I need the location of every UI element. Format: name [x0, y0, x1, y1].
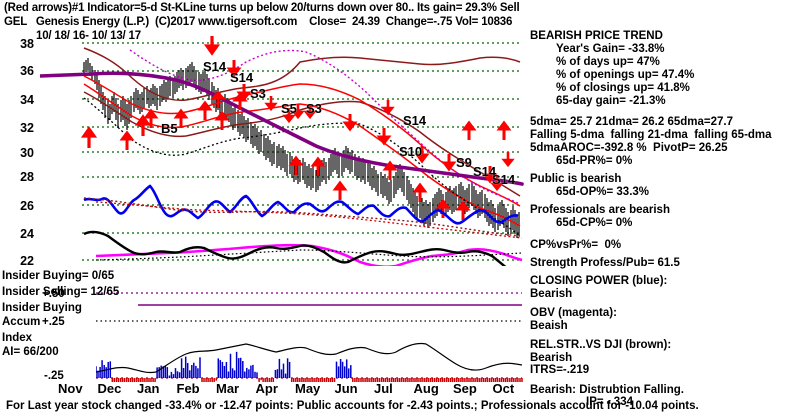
month-label-nov: Nov — [58, 381, 83, 396]
insider-buying-label: Insider Buying= 0/65 — [2, 270, 115, 282]
insider-selling-label: Insider Selling= 12/65 — [2, 286, 120, 298]
accum-tick-minus25: -.25 — [44, 370, 64, 382]
footer-summary: For Last year stock changed -33.4% or -1… — [6, 400, 699, 412]
price-proxy-line — [83, 230, 507, 266]
y-tick-36: 36 — [20, 64, 34, 78]
closing-power-title: CLOSING POWER (blue): — [530, 275, 668, 287]
public-sentiment: Public is bearish — [530, 173, 622, 185]
buy-arrows — [80, 90, 512, 220]
month-label-dec: Dec — [97, 381, 122, 396]
trend-title: BEARISH PRICE TREND — [530, 30, 663, 42]
signal-label-s10-7: S10 — [399, 144, 423, 159]
date-range-label: 10/ 18/ 16- 10/ 13/ 17 — [36, 30, 141, 42]
accum-tick-plus25: +.25 — [42, 316, 65, 328]
stat-closings-up: % of closings up= 41.8% — [556, 82, 690, 94]
y-tick-26: 26 — [20, 199, 34, 213]
y-tick-32: 32 — [20, 121, 34, 135]
y-tick-38: 38 — [20, 37, 34, 51]
month-label-jul: Jul — [374, 381, 393, 396]
signal-label-s14-1: S14 — [230, 70, 254, 85]
rel-strength-dotted-mid — [83, 197, 521, 237]
lower-dotted-band — [83, 97, 521, 237]
signal-label-s3-4: S3 — [306, 101, 322, 116]
stat-65day-gain: 65-day gain= -21.3% — [556, 95, 666, 107]
y-tick-34: 34 — [20, 93, 34, 107]
stat-openings-up: % of openings up= 47.4% — [556, 69, 695, 81]
op-percent: 65d-OP%= 33.3% — [556, 186, 650, 198]
month-label-sep: Sep — [453, 381, 477, 396]
relstr-value: Bearish — [530, 352, 573, 364]
stat-days-up: % of days up= 47% — [556, 56, 660, 68]
month-label-feb: Feb — [176, 381, 200, 396]
stat-years-gain: Year's Gain= -33.8% — [556, 43, 665, 55]
signal-label-s14-10: S14 — [492, 172, 516, 187]
accum-trend-line — [96, 342, 523, 374]
itrs-value: ITRS=-.219 — [530, 364, 590, 376]
aroc-pivot: 5dmaAROC=-392.8 % PivotP= 26.25 — [530, 142, 728, 154]
ip-value: IP= -.334 — [586, 396, 633, 408]
accum-tick-plus50: +.50 — [42, 288, 65, 300]
closing-power-value: Bearish — [530, 288, 573, 300]
pr-percent: 65d-PR%= 0% — [556, 155, 633, 167]
accum-title-line2: Accum — [2, 316, 41, 328]
signal-label-s5-3: S5 — [281, 101, 297, 116]
price-bars — [83, 58, 520, 238]
65-day-moving-average — [40, 71, 524, 186]
bollinger-bands — [83, 47, 521, 197]
closing-power-line — [83, 184, 519, 225]
upper-dotted-channel — [129, 49, 521, 205]
y-tick-24: 24 — [20, 227, 34, 241]
accum-title-line1: Insider Buying — [2, 302, 82, 314]
month-label-oct: Oct — [492, 381, 515, 396]
month-label-apr: Apr — [255, 381, 278, 396]
y-tick-30: 30 — [20, 146, 34, 160]
ma-directions: Falling 5-dma falling 21-dma falling 65-… — [530, 129, 772, 141]
indicator-headline: (Red arrows)#1 Indicator=5-d St-KLine tu… — [4, 2, 520, 14]
moving-averages: 5dma= 25.7 21dma= 26.2 65dma=27.7 — [530, 116, 733, 128]
signal-label-s14-9: S14 — [473, 164, 497, 179]
month-label-jun: Jun — [334, 381, 358, 396]
signal-label-b5-5: B5 — [161, 121, 178, 136]
relstr-title: REL.STR..VS DJI (brown): — [530, 339, 672, 351]
signal-label-s9-8: S9 — [456, 155, 472, 170]
professional-sentiment: Professionals are bearish — [530, 204, 670, 216]
obv-line — [95, 243, 523, 266]
month-label-may: May — [295, 381, 321, 396]
ticker-quote-line: GEL Genesis Energy (L.P.) (C)2017 www.ti… — [4, 16, 513, 28]
signal-label-s3-2: S3 — [250, 86, 266, 101]
closing-power-ma — [95, 201, 523, 239]
y-tick-22: 22 — [20, 254, 34, 268]
obv-value: Beaish — [530, 320, 568, 332]
accum-histogram — [96, 342, 523, 382]
distribution-line: Bearish: Distrubtion Falling. — [530, 384, 684, 396]
strength-prof-pub: Strength Profess/Pub= 61.5 — [530, 257, 680, 269]
accum-title-line3: Index — [2, 332, 33, 344]
month-label-jan: Jan — [137, 381, 160, 396]
accum-index-value: AI= 66/200 — [2, 346, 59, 358]
month-label-aug: Aug — [413, 381, 439, 396]
obv-title: OBV (magenta): — [530, 307, 617, 319]
sell-arrows — [203, 36, 515, 192]
signal-label-s14-6: S14 — [403, 113, 427, 128]
obv-dotted-overlay — [95, 249, 523, 261]
y-tick-28: 28 — [20, 170, 34, 184]
month-label-mar: Mar — [216, 381, 240, 396]
signal-label-s14-0: S14 — [203, 59, 227, 74]
cp-vs-pr: CP%vsPr%= 0% — [530, 239, 622, 251]
cp-percent: 65d-CP%= 0% — [556, 217, 633, 229]
